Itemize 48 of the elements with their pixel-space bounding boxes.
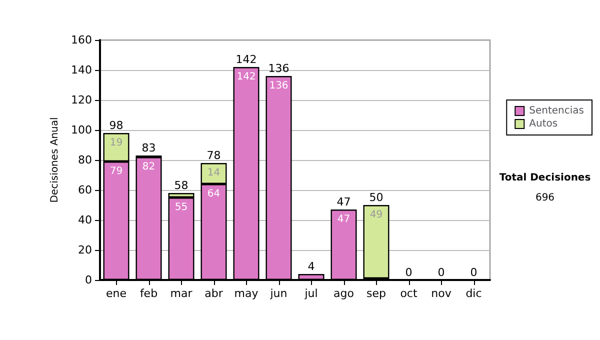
y-tick-label: 40: [78, 214, 92, 226]
y-axis-title: Decisiones Anual: [50, 117, 61, 203]
x-tick-label: oct: [400, 287, 418, 300]
x-tick-label: ene: [106, 287, 127, 300]
y-tick-label: 120: [71, 94, 92, 106]
data-label: 79: [110, 166, 123, 177]
total-label: 142: [236, 53, 257, 66]
total-label: 0: [470, 266, 478, 279]
legend-label: Autos: [529, 118, 558, 130]
total-label: 98: [109, 119, 124, 132]
legend-label: Sentencias: [529, 106, 584, 116]
data-label: 55: [174, 202, 188, 213]
total-label: 47: [336, 196, 351, 208]
y-tick-label: 100: [71, 124, 92, 136]
data-label: 14: [207, 168, 220, 178]
data-label: 136: [269, 80, 288, 92]
data-label: 19: [110, 138, 123, 148]
x-tick-label: ago: [334, 287, 354, 300]
data-label: 64: [207, 188, 220, 200]
x-tick-label: nov: [431, 287, 452, 300]
total-label: 4: [308, 260, 315, 273]
x-tick-label: feb: [140, 287, 158, 300]
data-label: 142: [236, 72, 256, 82]
x-tick-label: sep: [366, 287, 386, 300]
total-label: 58: [174, 179, 188, 192]
text: Total Decisiones: [499, 172, 591, 184]
y-tick-label: 20: [78, 244, 92, 256]
y-tick-label: 160: [71, 34, 92, 46]
total-label: 78: [206, 149, 221, 162]
data-label: 49: [370, 210, 383, 220]
total-label: 0: [405, 266, 412, 279]
x-tick-label: dic: [466, 287, 482, 300]
data-label: 47: [337, 214, 350, 225]
x-tick-label: abr: [204, 287, 224, 300]
data-label: 82: [142, 162, 156, 172]
y-tick-label: 60: [78, 184, 92, 196]
y-tick-label: 0: [85, 274, 92, 286]
total-label: 50: [369, 191, 384, 204]
total-label: 136: [268, 62, 290, 75]
x-tick-label: jun: [269, 287, 288, 300]
total-label: 83: [142, 142, 156, 154]
y-tick-label: 140: [71, 64, 92, 76]
y-tick-label: 80: [78, 154, 92, 166]
x-tick-label: mar: [170, 287, 193, 300]
x-tick-label: may: [234, 287, 259, 300]
total-label: 0: [438, 266, 445, 279]
x-tick-label: jul: [304, 287, 318, 300]
text: 696: [535, 192, 555, 204]
